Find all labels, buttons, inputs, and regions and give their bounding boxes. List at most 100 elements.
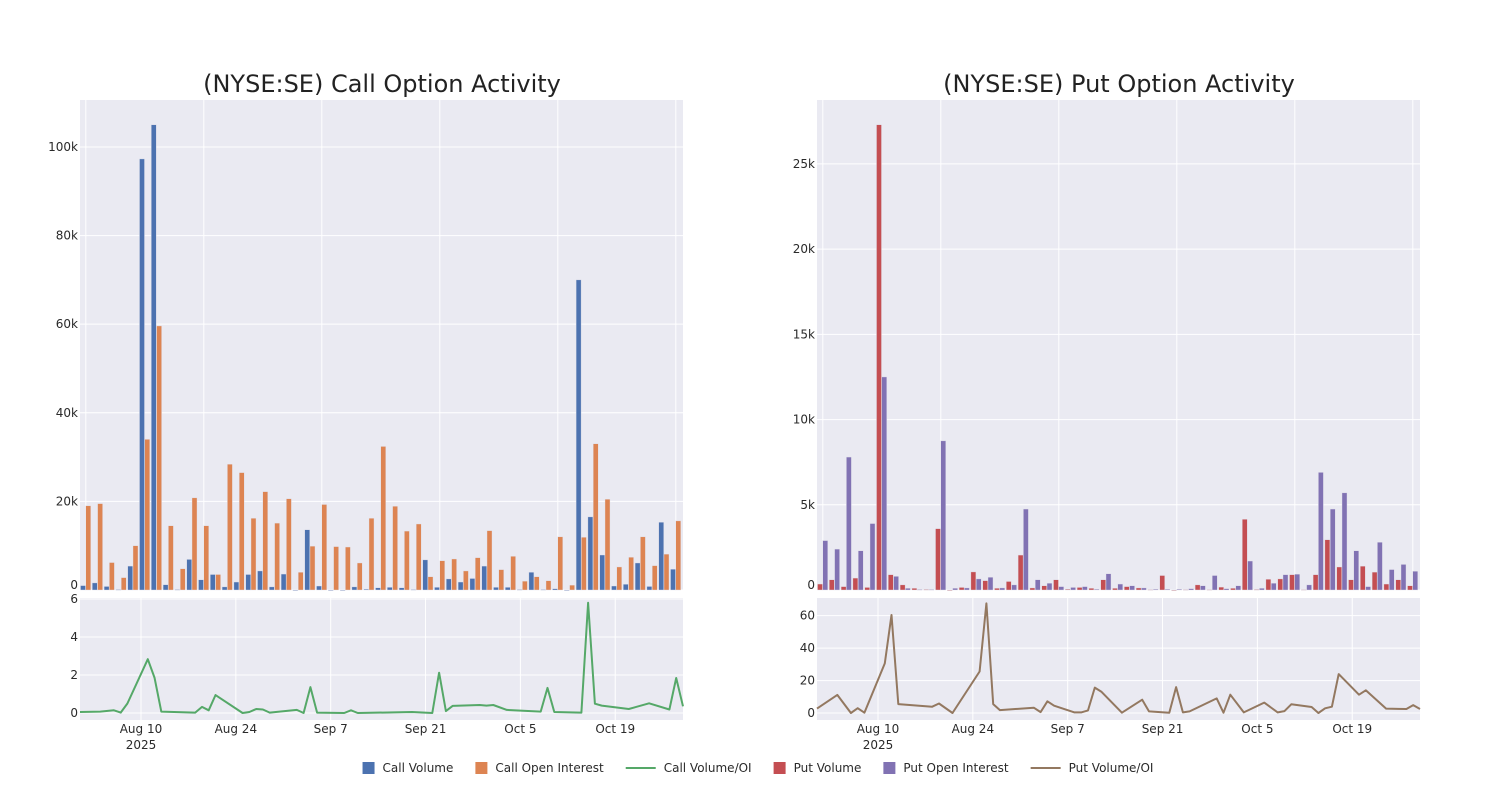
legend-item[interactable]: Call Volume/OI [625,761,752,775]
put-volume-bar [1206,589,1213,591]
call-open-interest-bar [392,506,398,591]
legend-item[interactable]: Put Volume/OI [1030,761,1154,775]
call-x-tick-label: Sep 21 [405,722,447,736]
legend-label: Put Volume/OI [1069,761,1154,775]
call-open-interest-bar [498,569,504,591]
put-open-interest-bar [881,376,887,591]
put-chart: 0 5k 10k 15k 20k 25k Aug 10 2025 Aug 24 Sep 7 Sep … [793,100,1421,752]
put-x-tick-label: Sep 21 [1142,722,1184,736]
call-open-interest-bar [416,523,422,591]
put-open-interest-bar [1070,587,1076,591]
put-open-interest-bar [1306,584,1312,591]
put-volume-bar [923,589,929,591]
legend-item[interactable]: Put Volume [773,761,862,775]
call-volume-bar [304,529,310,591]
put-volume-bar [1100,579,1106,591]
put-bar-y-tick-label: 15k [793,327,815,341]
put-volume-bar [1171,589,1177,591]
call-volume-bar [587,516,594,591]
legend-item[interactable]: Call Volume [362,761,454,775]
call-volume-bar [316,585,322,591]
put-volume-bar [1371,571,1378,591]
call-volume-bar [92,582,98,591]
put-volume-bar [1265,579,1272,591]
put-volume-bar [935,528,941,591]
put-ratio-y-tick-label: 20 [800,674,815,688]
call-open-interest-bar [345,546,351,591]
call-volume-bar [398,587,405,591]
put-ratio-y-tick-label: 60 [800,609,815,623]
call-volume-bar [670,568,676,591]
call-volume-bar [151,124,157,591]
put-open-interest-bar [1388,569,1395,591]
call-ratio-y-tick-label: 6 [70,592,78,606]
legend-item[interactable]: Put Open Interest [883,761,1009,775]
call-volume-bar [245,574,251,591]
call-volume-bar [174,589,181,591]
put-volume-bar [1088,588,1095,591]
put-open-interest-bar [846,456,852,591]
call-x-tick-label: Aug 10 [120,722,163,736]
put-volume-oi-line [816,602,1421,714]
call-volume-bar [115,589,122,591]
put-bar-y-tick-label: 0 [807,578,815,592]
put-open-interest-bar [1034,579,1041,591]
legend-label: Put Open Interest [903,761,1009,775]
put-open-interest-bar [1164,588,1171,591]
put-open-interest-bar [1294,573,1301,591]
call-open-interest-bar [616,566,622,591]
call-open-interest-bar [191,497,198,591]
put-open-interest-bar [987,577,994,591]
call-volume-bar [127,565,133,591]
call-open-interest-bar [321,504,327,591]
call-open-interest-bar [144,439,151,591]
call-open-interest-bar [309,545,316,591]
put-open-interest-bar [1093,588,1100,591]
put-volume-bar [1135,587,1142,591]
put-x-tick-label: Aug 10 [857,722,900,736]
put-volume-bar [1076,587,1083,591]
call-open-interest-bar [652,565,658,591]
put-open-interest-bar [1188,588,1194,591]
call-volume-bar [469,578,476,591]
put-open-interest-bar [1141,587,1147,591]
call-volume-bar [634,562,641,591]
legend-label: Call Volume [383,761,454,775]
put-open-interest-bar [1329,508,1336,591]
call-volume-bar [375,587,381,591]
put-volume-bar [958,587,965,591]
put-open-interest-bar [964,587,970,591]
put-volume-bar [1112,588,1118,591]
put-volume-bar [829,579,835,591]
put-open-interest-bar [976,578,982,591]
call-open-interest-bar [522,580,528,591]
call-bar-y-tick-label: 0 [70,578,78,592]
call-open-interest-bar [569,584,575,591]
call-open-interest-bar [427,576,434,591]
put-open-interest-bar [893,576,899,591]
legend-label: Put Volume [794,761,862,775]
put-bar-plot-area [817,100,1420,590]
put-open-interest-bar [1176,588,1183,591]
put-x-tick-year: 2025 [863,738,894,752]
call-bar-y-tick-label: 20k [56,494,78,508]
call-volume-bar [410,589,417,591]
call-open-interest-bar [298,572,304,591]
call-volume-bar [339,589,346,591]
put-volume-bar [1348,579,1354,591]
call-open-interest-bar [593,443,599,591]
put-open-interest-bar [1129,585,1135,591]
call-open-interest-bar [663,553,670,591]
put-volume-bar [876,124,882,591]
call-open-interest-bar [132,545,139,591]
call-open-interest-bar [179,568,186,591]
call-open-interest-bar [168,525,174,591]
put-open-interest-bar [1011,584,1017,591]
put-open-interest-bar [1152,588,1159,591]
legend-item[interactable]: Call Open Interest [475,761,604,775]
call-bar-y-tick-label: 40k [56,406,78,420]
put-open-interest-bar [1223,588,1230,591]
put-volume-bar [994,588,1000,591]
put-x-tick-label: Oct 5 [1241,722,1273,736]
call-open-interest-bar [640,536,646,591]
